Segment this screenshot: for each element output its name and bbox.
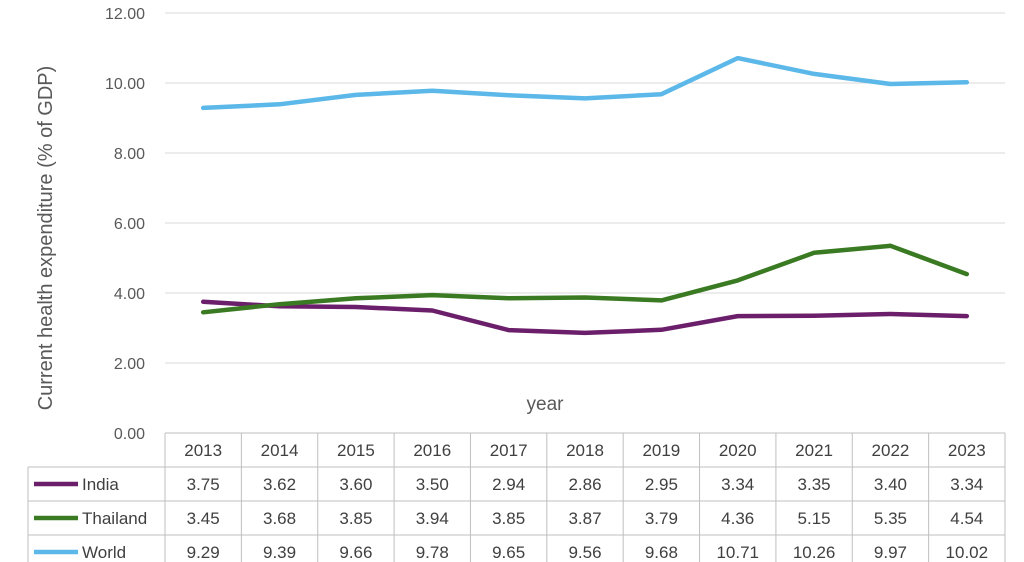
gridlines	[165, 12, 1005, 434]
data-label: 10.26	[793, 543, 836, 562]
data-label: 2.94	[492, 475, 525, 494]
series-lines	[200, 55, 970, 336]
x-tick-label: 2014	[261, 441, 299, 460]
data-label: 9.65	[492, 543, 525, 562]
data-label: 10.02	[946, 543, 989, 562]
data-label: 9.66	[339, 543, 372, 562]
x-tick-label: 2019	[642, 441, 680, 460]
y-tick-label: 0.00	[114, 426, 145, 443]
data-label: 5.15	[798, 509, 831, 528]
x-tick-label: 2021	[795, 441, 833, 460]
x-tick-label: 2016	[413, 441, 451, 460]
y-tick-label: 6.00	[114, 216, 145, 233]
x-tick-label: 2022	[872, 441, 910, 460]
y-tick-labels: 0.00 2.00 4.00 6.00 8.00 10.00 12.00	[105, 6, 145, 443]
x-axis-title: year	[527, 394, 565, 415]
legend-label: World	[82, 543, 126, 562]
y-tick-label: 12.00	[105, 6, 145, 23]
data-label: 9.68	[645, 543, 678, 562]
x-tick-label: 2017	[490, 441, 528, 460]
data-label: 10.71	[716, 543, 759, 562]
data-label: 3.40	[874, 475, 907, 494]
legend-label: Thailand	[82, 509, 147, 528]
data-label: 3.45	[187, 509, 220, 528]
y-tick-label: 2.00	[114, 356, 145, 373]
data-label: 3.75	[187, 475, 220, 494]
y-tick-label: 10.00	[105, 76, 145, 93]
data-label: 3.62	[263, 475, 296, 494]
data-label: 3.34	[950, 475, 983, 494]
data-label: 3.35	[798, 475, 831, 494]
data-label: 9.56	[568, 543, 601, 562]
x-tick-label: 2018	[566, 441, 604, 460]
data-label: 2.86	[568, 475, 601, 494]
data-table: 2013 2014 2015 2016 2017 2018 2019 2020 2021 2022…	[27, 432, 1006, 562]
data-label: 2.95	[645, 475, 678, 494]
data-label: 5.35	[874, 509, 907, 528]
y-tick-label: 4.00	[114, 286, 145, 303]
data-label: 3.68	[263, 509, 296, 528]
x-tick-label: 2015	[337, 441, 375, 460]
data-label: 3.60	[339, 475, 372, 494]
data-label: 3.85	[492, 509, 525, 528]
series-line-thailand	[200, 243, 970, 315]
x-tick-label: 2023	[948, 441, 986, 460]
y-tick-label: 8.00	[114, 146, 145, 163]
x-tick-label: 2013	[184, 441, 222, 460]
y-axis-title: Current health expenditure (% of GDP)	[35, 66, 57, 411]
data-label: 3.85	[339, 509, 372, 528]
data-label: 9.29	[187, 543, 220, 562]
data-label: 9.78	[416, 543, 449, 562]
data-label: 4.54	[950, 509, 983, 528]
data-label: 9.97	[874, 543, 907, 562]
data-label: 4.36	[721, 509, 754, 528]
series-line-india	[200, 299, 970, 336]
data-label: 3.50	[416, 475, 449, 494]
data-label: 3.34	[721, 475, 754, 494]
data-label: 3.79	[645, 509, 678, 528]
data-label: 3.94	[416, 509, 449, 528]
data-label: 3.87	[568, 509, 601, 528]
legend-label: India	[82, 475, 119, 494]
x-tick-label: 2020	[719, 441, 757, 460]
data-label: 9.39	[263, 543, 296, 562]
